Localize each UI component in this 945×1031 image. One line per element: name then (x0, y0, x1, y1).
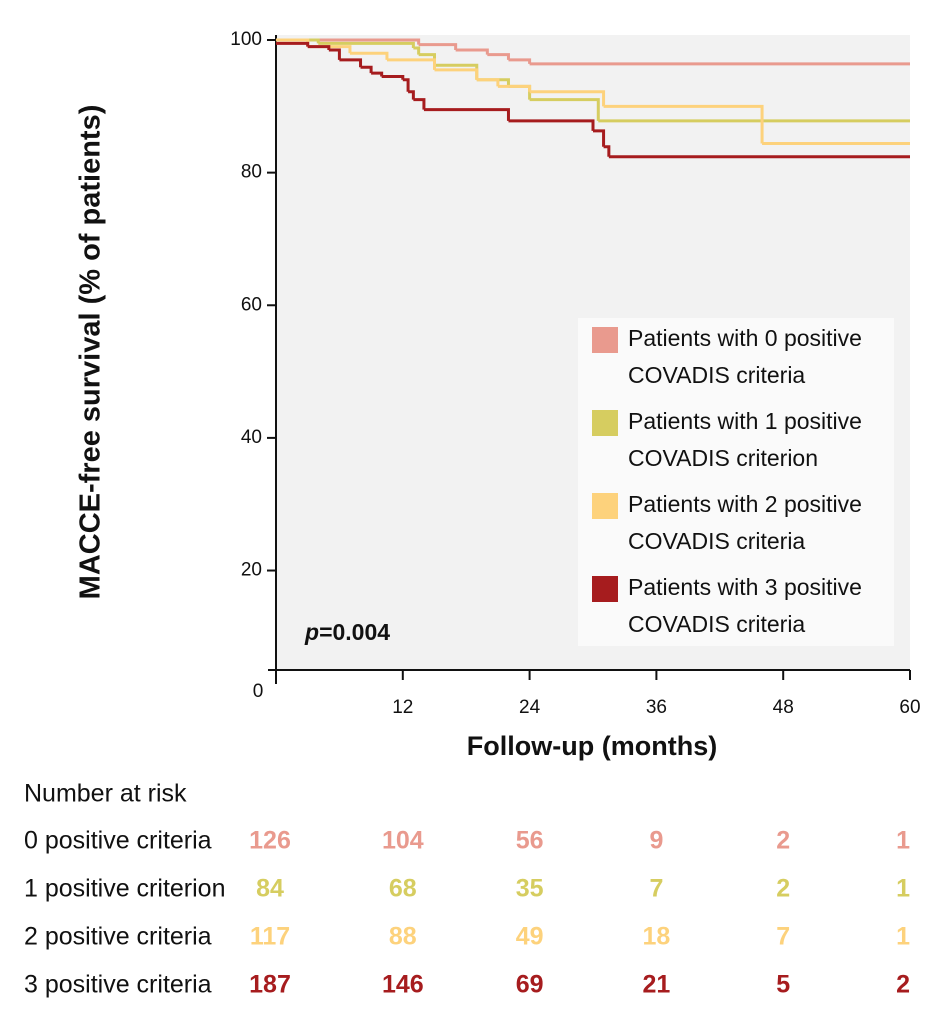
y-tick-label: 20 (241, 560, 262, 581)
y-tick-label: 100 (230, 29, 262, 50)
curve-step (476, 78, 500, 87)
risk-count: 18 (642, 923, 670, 951)
risk-count: 56 (516, 827, 544, 855)
risk-count: 146 (382, 971, 424, 999)
survival-curve (276, 38, 910, 145)
curve-step (339, 58, 363, 68)
risk-count: 2 (776, 875, 790, 903)
risk-count: 187 (249, 971, 291, 999)
curve-step (497, 84, 532, 92)
risk-count: 69 (516, 971, 544, 999)
curve-step (487, 53, 510, 60)
y-axis-label: MACCE-free survival (% of patients) (75, 105, 107, 600)
curve-step (402, 78, 410, 92)
legend-swatch (592, 327, 618, 353)
risk-count: 7 (776, 923, 790, 951)
risk-count: 1 (896, 923, 910, 951)
risk-count: 2 (896, 971, 910, 999)
p-value: p=0.004 (304, 619, 390, 645)
origin-label: 0 (253, 681, 264, 702)
legend-line: COVADIS criterion (628, 445, 818, 471)
curve-step (603, 104, 764, 144)
y-tick-label: 40 (241, 427, 262, 448)
legend-label: Patients with 3 positive COVADIS criteria (628, 574, 862, 637)
curve-step (276, 38, 421, 45)
risk-count: 7 (649, 875, 663, 903)
risk-count: 84 (256, 875, 284, 903)
risk-count: 21 (642, 971, 670, 999)
risk-row-label: 3 positive criteria (24, 971, 212, 999)
risk-row-label: 0 positive criteria (24, 827, 212, 855)
curve-step (529, 98, 600, 121)
legend-line: Patients with 0 positive (628, 325, 862, 351)
risk-count: 2 (776, 827, 790, 855)
risk-count: 49 (516, 923, 544, 951)
x-tick-label: 48 (773, 697, 794, 718)
curve-step (413, 98, 426, 110)
risk-table-title: Number at risk (24, 780, 187, 808)
risk-count: 1 (896, 875, 910, 903)
risk-row-label: 1 positive criterion (24, 875, 225, 903)
risk-count: 88 (389, 923, 417, 951)
risk-count: 117 (250, 923, 290, 951)
y-tick-label: 80 (241, 162, 262, 183)
x-tick-label: 60 (899, 697, 920, 718)
risk-count: 9 (649, 827, 663, 855)
curve-step (408, 90, 415, 100)
legend-label: Patients with 0 positive COVADIS criteria (628, 325, 862, 388)
curve-step (455, 48, 489, 55)
curve-step (593, 129, 606, 147)
curve-step (307, 45, 331, 50)
curve-step (529, 90, 606, 107)
risk-count: 104 (382, 827, 424, 855)
x-tick-label: 12 (392, 697, 413, 718)
y-tick-label: 60 (241, 294, 262, 315)
curve-step (423, 108, 510, 121)
risk-count: 126 (249, 827, 291, 855)
legend-line: Patients with 3 positive (628, 574, 862, 600)
curve-step (413, 46, 421, 55)
curve-step (418, 43, 458, 50)
legend-line: COVADIS criteria (628, 611, 805, 637)
risk-count: 68 (389, 875, 417, 903)
curve-step (508, 119, 595, 131)
legend-line: Patients with 2 positive (628, 491, 862, 517)
curve-step (434, 68, 479, 80)
curve-step (603, 145, 611, 157)
survival-curve (276, 41, 910, 159)
p-symbol: p (304, 619, 319, 645)
curve-step (360, 65, 373, 74)
legend-line: COVADIS criteria (628, 528, 805, 554)
risk-count: 35 (516, 875, 544, 903)
x-tick-label: 24 (519, 697, 541, 718)
risk-row-label: 2 positive criteria (24, 923, 212, 951)
legend-swatch (592, 493, 618, 519)
p-value-text: =0.004 (319, 619, 390, 645)
x-axis-label: Follow-up (months) (467, 731, 717, 761)
legend-label: Patients with 1 positive COVADIS criterio… (628, 408, 862, 471)
x-tick-label: 36 (646, 697, 667, 718)
survival-curve (276, 38, 910, 66)
legend-swatch (592, 576, 618, 602)
legend-line: Patients with 1 positive (628, 408, 862, 434)
legend-swatch (592, 410, 618, 436)
curve-step (386, 58, 436, 70)
curve-step (318, 41, 415, 48)
risk-count: 1 (896, 827, 910, 855)
curve-step (328, 48, 341, 60)
legend-box (578, 318, 894, 646)
legend-line: COVADIS criteria (628, 362, 805, 388)
curve-step (349, 51, 389, 60)
legend-label: Patients with 2 positive COVADIS criteria (628, 491, 862, 554)
risk-count: 5 (776, 971, 790, 999)
